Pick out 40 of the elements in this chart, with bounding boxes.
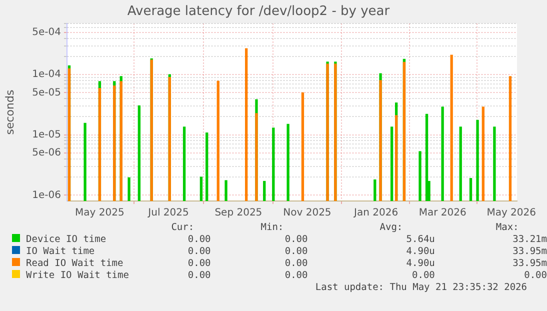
y-tick-label: 5e-04 <box>32 27 61 38</box>
x-tick-label: Jul 2025 <box>147 208 189 219</box>
x-tick-label: Mar 2026 <box>418 208 466 219</box>
legend-label: Device IO time <box>26 234 106 245</box>
text: Last update: Thu May 21 23:35:32 2026 <box>314 282 528 294</box>
text: 0.00 <box>186 246 211 258</box>
text: 33.95m <box>512 258 547 270</box>
text: 0.00 <box>523 270 547 282</box>
text: 4.90u <box>405 258 435 270</box>
text: 5.64u <box>405 234 435 246</box>
chart-title: Average latency for /dev/loop2 - by year <box>127 4 390 20</box>
legend-label: Write IO Wait time <box>26 270 129 281</box>
y-tick-label: 1e-05 <box>32 129 61 140</box>
y-tick-label: 1e-04 <box>32 69 61 80</box>
text: 0.00 <box>284 270 308 282</box>
text: 0.00 <box>186 258 211 270</box>
text: 0.00 <box>411 270 435 282</box>
text: 0.00 <box>284 234 308 246</box>
text: Cur: <box>170 222 196 234</box>
y-axis-title: seconds <box>3 90 16 135</box>
x-tick-label: May 2025 <box>75 208 124 219</box>
text: Avg: <box>378 222 404 234</box>
text: Max: <box>494 222 520 234</box>
x-tick-label: May 2026 <box>486 208 536 219</box>
text: 4.90u <box>405 246 435 258</box>
y-tick-label: 5e-05 <box>32 87 61 98</box>
x-tick-label: Jan 2026 <box>353 208 398 219</box>
text: 0.00 <box>284 258 308 270</box>
x-tick-label: Sep 2025 <box>214 208 262 219</box>
text: 33.21m <box>512 234 547 246</box>
y-tick-label: 1e-06 <box>32 190 61 201</box>
text: 0.00 <box>186 234 211 246</box>
text: 0.00 <box>186 270 211 282</box>
x-tick-label: Nov 2025 <box>283 208 332 219</box>
text: Min: <box>260 222 285 234</box>
y-tick-label: 5e-06 <box>32 148 61 159</box>
legend-label: IO Wait time <box>26 246 95 257</box>
text: 0.00 <box>284 246 308 258</box>
text: 33.95m <box>512 246 547 258</box>
legend-label: Read IO Wait time <box>26 258 124 269</box>
